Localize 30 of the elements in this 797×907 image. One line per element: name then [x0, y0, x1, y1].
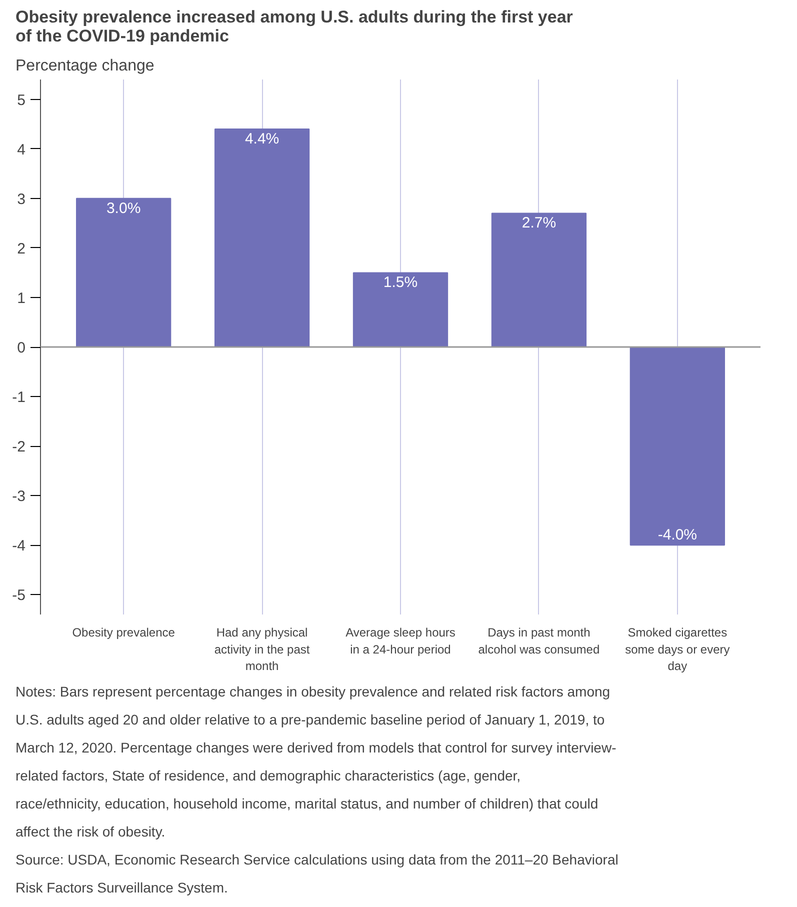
bar [76, 198, 172, 348]
x-tick-label: Smoked cigarettes some days or every day [625, 626, 730, 674]
y-tick-label: 0 [17, 340, 26, 356]
bar [630, 346, 725, 546]
data-label: 4.4% [244, 130, 280, 148]
bar [491, 212, 587, 348]
x-tick-label: Obesity prevalence [72, 626, 176, 640]
y-axis-title: Percentage change [16, 58, 154, 74]
text: Notes: Bars represent percentage changes in obesity prevalence and related risk factors among U.S. adults aged 20 and older relative to a pre-pandemic baseline period of January 1, 2019, to March 12, 2020. Percentage changes were derived from models that control for survey interview-related factors, State of residence, and demographic characteristics (age, gender, race/ethnicity, education, household income, marital status, and number of children) that could affect the risk of obesity. [16, 684, 617, 840]
x-tick-label: Average sleep hours in a 24-hour period [346, 626, 456, 656]
chart-title: Obesity prevalence increased among U.S. adults during the first year of the COVID-19 pandemic [16, 8, 574, 46]
x-tick-label: Had any physical activity in the past month [214, 626, 310, 674]
y-tick-label: -4 [12, 538, 26, 555]
bar [352, 272, 448, 348]
y-tick-label: 5 [17, 92, 26, 109]
y-tick-label: 3 [17, 190, 26, 208]
y-tick-label: -5 [12, 587, 26, 604]
x-tick-label: Days in past month alcohol was consumed [478, 626, 600, 656]
data-label: -4.0% [658, 526, 698, 544]
data-label: 2.7% [522, 214, 556, 232]
data-label: 3.0% [106, 200, 141, 217]
y-tick-label: 1 [17, 290, 26, 307]
y-tick-label: 4 [17, 141, 26, 158]
y-tick-label: -3 [12, 488, 26, 506]
bar [214, 128, 310, 348]
y-tick-label: 2 [17, 240, 26, 258]
data-label: 1.5% [383, 274, 418, 292]
y-tick-label: -1 [12, 389, 26, 406]
y-tick-label: -2 [12, 438, 26, 456]
source-note: Source: USDA, Economic Research Service calculations using data from the 2011–20 Behavioral Risk Factors Surveillance System. [16, 852, 618, 896]
